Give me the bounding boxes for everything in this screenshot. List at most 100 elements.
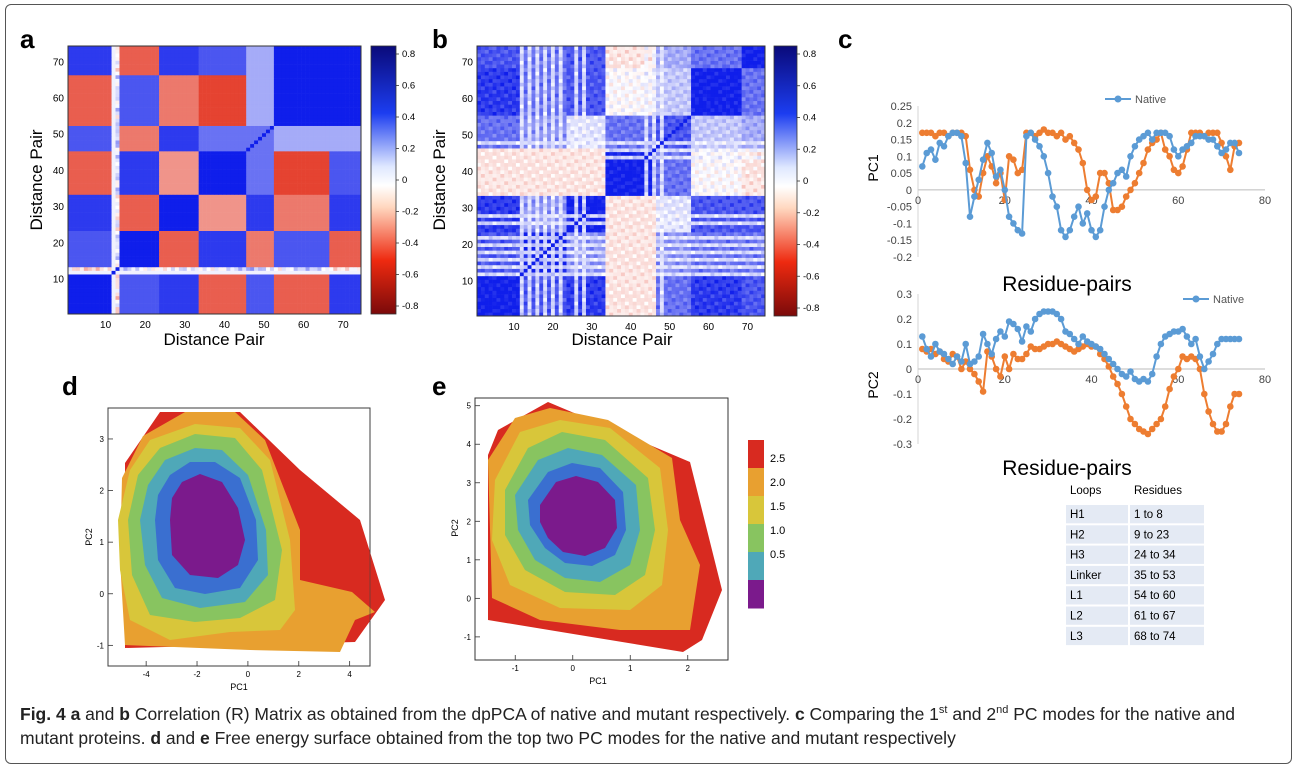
heatmap-cell xyxy=(107,237,112,242)
heatmap-cell xyxy=(178,227,184,231)
heatmap-cell xyxy=(174,136,180,141)
heatmap-cell xyxy=(111,234,116,239)
heatmap-cell xyxy=(214,82,219,87)
heatmap-cell xyxy=(135,198,140,203)
heatmap-cell xyxy=(190,82,195,87)
heatmap-cell xyxy=(210,295,215,300)
heatmap-cell xyxy=(147,147,152,152)
heatmap-cell xyxy=(301,140,306,145)
heatmap-cell xyxy=(155,176,160,181)
heatmap-cell xyxy=(214,274,219,279)
heatmap-cell xyxy=(111,89,116,94)
heatmap-cell xyxy=(345,74,350,79)
heatmap-cell xyxy=(317,147,322,152)
heatmap-cell xyxy=(333,93,338,97)
heatmap-cell xyxy=(317,295,322,300)
heatmap-cell xyxy=(186,230,192,235)
heatmap-cell xyxy=(321,136,326,141)
heatmap-cell xyxy=(254,245,259,250)
heatmap-cell xyxy=(68,147,73,152)
heatmap-cell xyxy=(234,234,239,239)
heatmap-cell xyxy=(174,140,180,145)
heatmap-cell xyxy=(127,122,132,126)
heatmap-cell xyxy=(123,263,128,268)
heatmap-cell xyxy=(353,140,358,145)
heatmap-cell xyxy=(155,266,160,271)
heatmap-cell xyxy=(186,100,192,105)
heatmap-cell xyxy=(234,74,239,79)
heatmap-cell xyxy=(301,100,306,105)
heatmap-cell xyxy=(143,158,148,163)
heatmap-cell xyxy=(313,216,318,221)
heatmap-cell xyxy=(99,103,104,108)
heatmap-cell xyxy=(265,288,271,293)
heatmap-cell xyxy=(103,107,108,112)
heatmap-cell xyxy=(75,103,81,108)
heatmap-cell xyxy=(285,256,291,260)
heatmap-cell xyxy=(210,172,215,177)
heatmap-cell xyxy=(95,205,100,210)
heatmap-cell xyxy=(353,198,358,203)
heatmap-cell xyxy=(234,151,239,155)
heatmap-cell xyxy=(301,208,306,213)
heatmap-cell xyxy=(155,281,160,286)
heatmap-cell xyxy=(289,303,294,308)
heatmap-cell xyxy=(265,230,271,235)
heatmap-cell xyxy=(222,306,227,311)
heatmap-cell xyxy=(309,136,314,141)
heatmap-cell xyxy=(238,140,243,145)
heatmap-cell xyxy=(163,194,168,199)
heatmap-cell xyxy=(111,71,116,76)
heatmap-cell xyxy=(341,165,346,170)
heatmap-cell xyxy=(166,277,172,282)
heatmap-cell xyxy=(321,93,326,97)
heatmap-cell xyxy=(186,82,192,87)
heatmap-cell xyxy=(107,201,112,206)
heatmap-cell xyxy=(254,223,259,228)
heatmap-cell xyxy=(186,256,192,260)
heatmap-cell xyxy=(186,201,192,206)
heatmap-cell xyxy=(285,132,291,137)
heatmap-cell xyxy=(214,118,219,123)
heatmap-cell xyxy=(194,78,199,83)
heatmap-cell xyxy=(166,230,172,235)
heatmap-cell xyxy=(178,154,184,159)
heatmap-cell xyxy=(202,114,207,119)
heatmap-cell xyxy=(75,136,81,141)
heatmap-cell xyxy=(139,96,144,101)
heatmap-cell xyxy=(230,118,235,123)
heatmap-cell xyxy=(246,285,251,289)
heatmap-cell xyxy=(151,129,156,134)
heatmap-cell xyxy=(68,285,73,289)
heatmap-cell xyxy=(68,169,73,174)
heatmap-cell xyxy=(234,310,239,315)
heatmap-cell xyxy=(285,129,291,134)
heatmap-cell xyxy=(147,306,152,311)
heatmap-cell xyxy=(91,270,97,275)
heatmap-cell xyxy=(277,151,283,155)
heatmap-cell xyxy=(250,281,255,286)
heatmap-cell xyxy=(222,114,227,119)
heatmap-cell xyxy=(222,89,227,94)
heatmap-cell xyxy=(174,107,180,112)
heatmap-cell xyxy=(309,114,314,119)
heatmap-cell xyxy=(123,259,128,264)
heatmap-cell xyxy=(107,274,112,279)
heatmap-cell xyxy=(285,111,291,116)
heatmap-cell xyxy=(178,216,184,221)
heatmap-cell xyxy=(262,103,267,108)
heatmap-cell xyxy=(202,266,207,271)
heatmap-cell xyxy=(301,71,306,76)
heatmap-cell xyxy=(163,295,168,300)
heatmap-cell xyxy=(218,306,223,311)
heatmap-cell xyxy=(297,245,302,250)
heatmap-cell xyxy=(147,67,152,72)
heatmap-cell xyxy=(79,205,85,210)
heatmap-cell xyxy=(238,248,243,253)
heatmap-cell xyxy=(234,256,239,260)
heatmap-cell xyxy=(321,288,326,293)
heatmap-cell xyxy=(123,205,128,210)
heatmap-cell xyxy=(178,201,184,206)
heatmap-cell xyxy=(127,140,132,145)
heatmap-cell xyxy=(135,277,140,282)
